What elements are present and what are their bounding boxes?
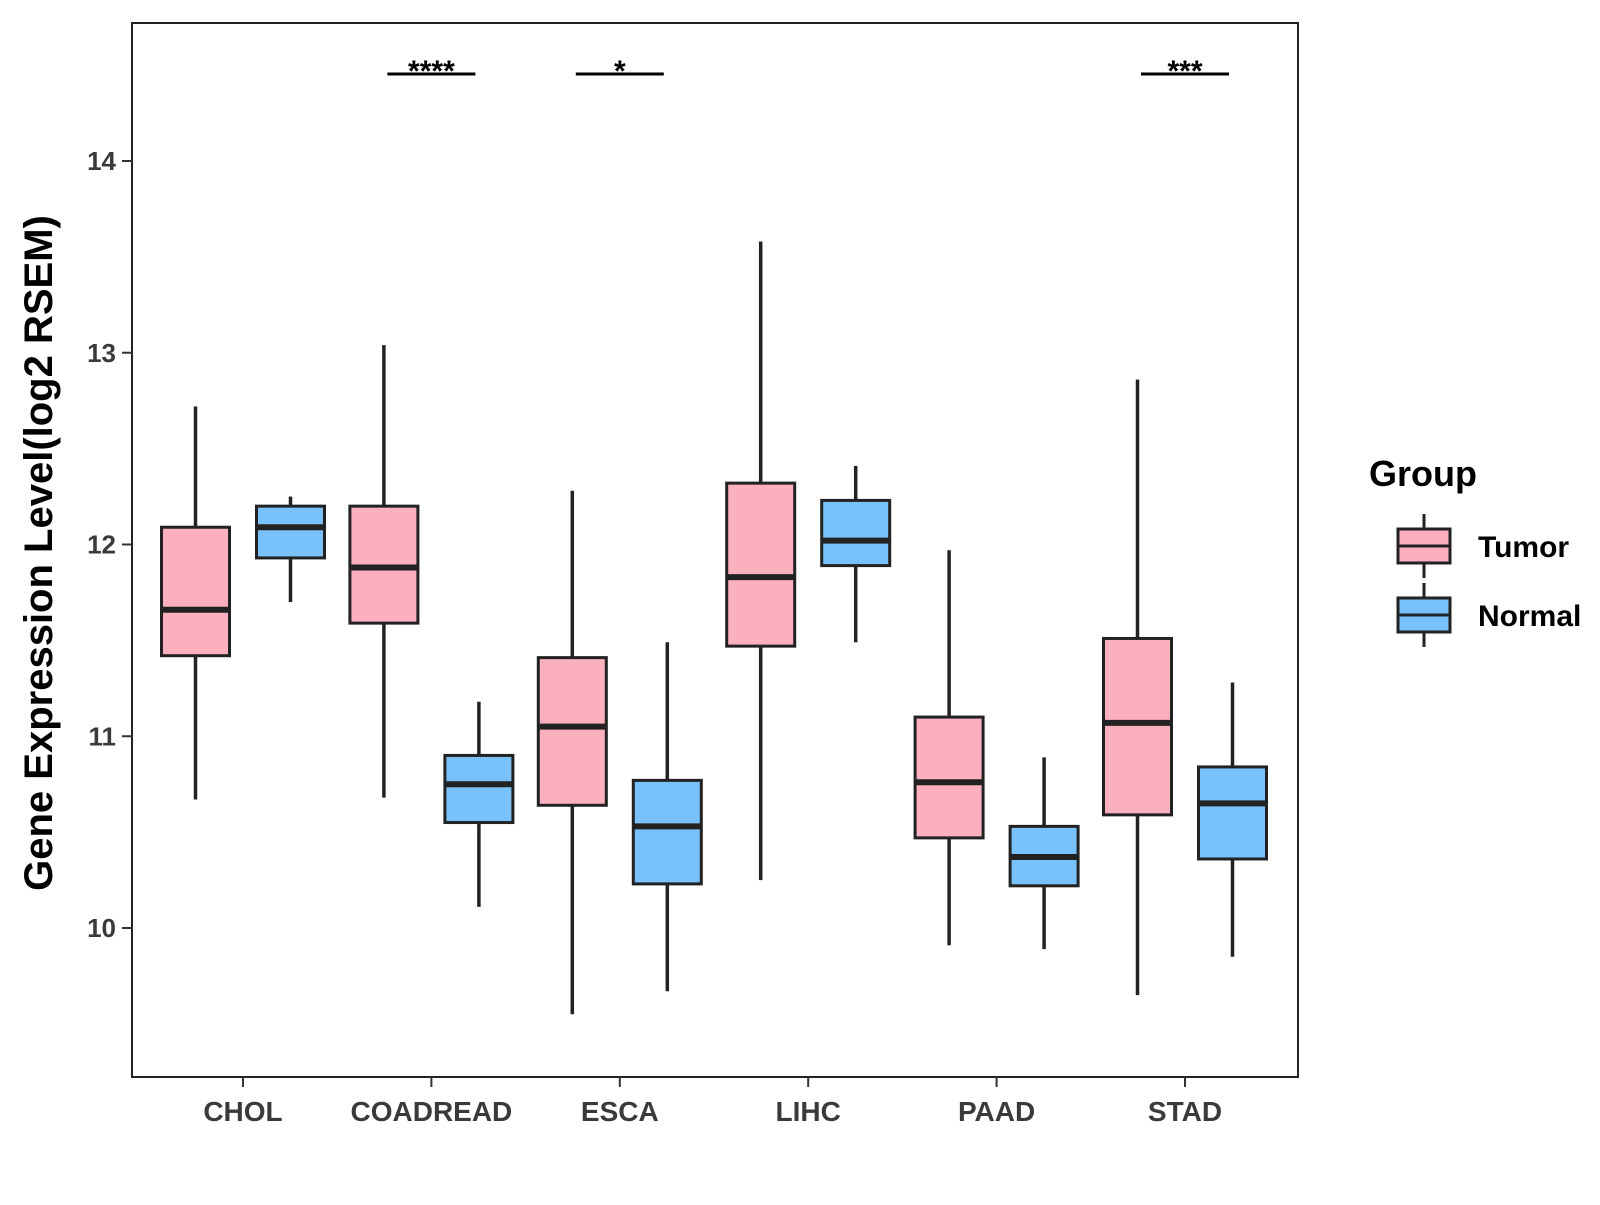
significance-label: **** xyxy=(408,55,455,88)
legend-item-normal: Normal xyxy=(1396,583,1581,647)
box-normal-esca xyxy=(631,642,703,992)
plot-panel-border xyxy=(131,22,1299,1078)
box-iqr xyxy=(536,656,608,807)
box-normal-lihc xyxy=(820,465,892,643)
box-normal-chol xyxy=(255,496,326,603)
y-tick-label: 10 xyxy=(87,913,116,943)
x-tick-label-esca: ESCA xyxy=(581,1096,659,1127)
box-normal-paad xyxy=(1008,757,1080,950)
box-iqr xyxy=(820,498,892,568)
y-tick-label: 14 xyxy=(87,146,116,176)
significance-label: *** xyxy=(1167,55,1202,88)
box-tumor-stad xyxy=(1102,379,1173,996)
significance-label: * xyxy=(614,55,626,88)
y-axis-title: Gene Expression Level(log2 RSEM) xyxy=(17,215,61,891)
x-tick-label-stad: STAD xyxy=(1148,1096,1222,1127)
box-iqr xyxy=(255,504,326,560)
box-iqr xyxy=(631,778,703,886)
y-tick-label: 11 xyxy=(89,721,117,751)
box-normal-stad xyxy=(1197,682,1268,957)
box-iqr xyxy=(725,481,797,648)
legend-label-tumor: Tumor xyxy=(1478,531,1569,564)
legend-label-normal: Normal xyxy=(1478,600,1581,633)
box-iqr xyxy=(913,715,985,840)
box-tumor-coadread xyxy=(348,345,420,798)
x-tick-label-lihc: LIHC xyxy=(776,1096,841,1127)
box-iqr xyxy=(443,753,515,825)
box-iqr xyxy=(1197,765,1268,861)
box-tumor-chol xyxy=(160,406,231,800)
box-tumor-esca xyxy=(536,490,608,1015)
box-iqr xyxy=(160,525,231,658)
box-normal-coadread xyxy=(443,701,515,907)
x-tick-label-chol: CHOL xyxy=(203,1096,282,1127)
legend-title: Group xyxy=(1369,453,1477,494)
box-iqr xyxy=(1102,636,1173,817)
y-tick-label: 13 xyxy=(87,338,116,368)
y-tick-label: 12 xyxy=(87,530,116,560)
box-tumor-lihc xyxy=(725,241,797,881)
x-tick-label-coadread: COADREAD xyxy=(351,1096,513,1127)
box-tumor-paad xyxy=(913,550,985,946)
legend-item-tumor: Tumor xyxy=(1396,514,1569,578)
x-tick-label-paad: PAAD xyxy=(958,1096,1035,1127)
